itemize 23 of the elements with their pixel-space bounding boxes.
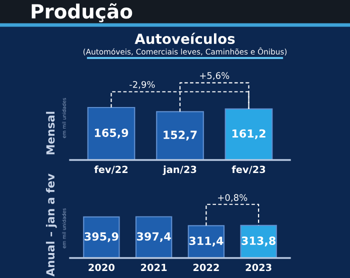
- x-tick-label: fev/22: [94, 166, 128, 174]
- text: +0,8%: [218, 194, 248, 202]
- bar: [83, 216, 120, 258]
- y-axis-title: Mensal: [46, 112, 55, 154]
- text: +5,6%: [200, 72, 230, 80]
- chart-subtitle: Autoveículos: [134, 32, 235, 44]
- x-tick-label: 2022: [193, 264, 219, 272]
- x-tick-label: 2020: [88, 264, 114, 272]
- y-axis-title: Anual – jan a fev: [46, 174, 57, 276]
- data-label: 161,2: [232, 129, 266, 140]
- x-tick-label: 2021: [141, 264, 167, 272]
- bar: [135, 216, 172, 258]
- data-label: 311,4: [189, 236, 224, 246]
- data-label: 395,9: [84, 232, 118, 242]
- data-label: 152,7: [164, 130, 197, 140]
- chart-title: Produção: [32, 3, 132, 22]
- text: -2,9%: [130, 81, 155, 89]
- data-label: 397,4: [136, 232, 171, 242]
- x-tick-label: 2023: [246, 264, 272, 272]
- data-label: 313,8: [242, 236, 276, 246]
- x-tick-label: fev/23: [232, 166, 266, 174]
- x-tick-label: jan/23: [162, 166, 196, 176]
- data-label: 165,9: [94, 128, 128, 138]
